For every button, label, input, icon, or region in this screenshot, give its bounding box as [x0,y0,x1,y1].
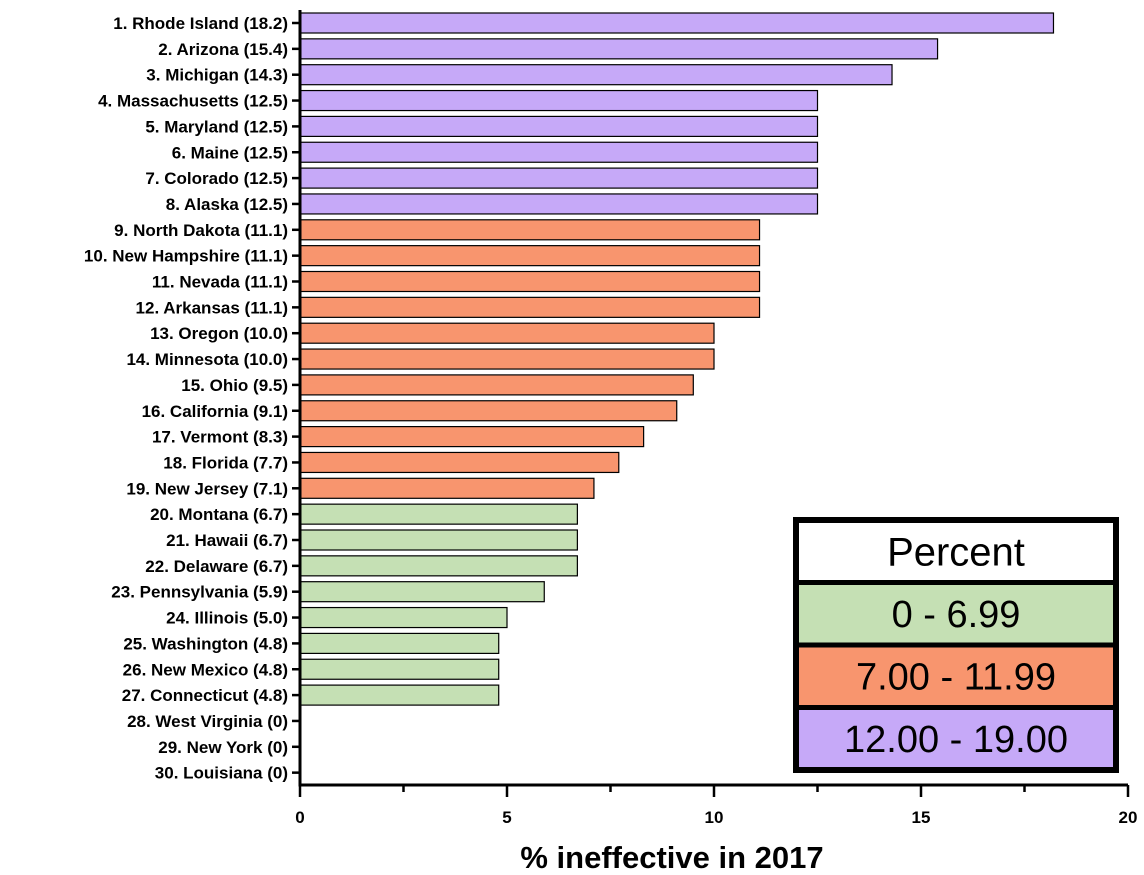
legend-swatch [793,580,1119,648]
bar [299,12,1055,34]
category-label: 25. Washington (4.8) [123,634,288,653]
bar [299,426,645,448]
bar [299,451,620,474]
category-label: 18. Florida (7.7) [163,453,288,472]
legend-title: Percent [887,530,1025,574]
legend-entry-label: 12.00 - 19.00 [844,719,1068,761]
x-tick-label: 15 [912,808,931,827]
legend-border [793,517,1119,773]
category-label: 23. Pennsylvania (5.9) [111,583,288,602]
category-label: 5. Maryland (12.5) [145,117,288,136]
bar [299,477,595,499]
bar [299,503,578,525]
category-label: 7. Colorado (12.5) [145,169,288,188]
category-label: 3. Michigan (14.3) [146,66,288,85]
bar [299,632,500,655]
bar [299,555,578,577]
category-label: 19. New Jersey (7.1) [126,479,288,498]
category-label: 15. Ohio (9.5) [181,376,288,395]
bar [299,245,761,267]
category-label: 13. Oregon (10.0) [150,324,288,343]
category-labels: 1. Rhode Island (18.2) 2. Arizona (15.4) 3… [84,14,288,783]
bar [299,684,500,706]
bar [299,141,819,163]
category-label: 29. New York (0) [158,738,288,757]
bar [299,167,819,189]
category-label: 20. Montana (6.7) [150,505,288,524]
bar [299,400,678,422]
category-label: 14. Minnesota (10.0) [126,350,288,369]
category-label: 9. North Dakota (11.1) [114,221,288,240]
x-axis-title: % ineffective in 2017 [520,840,823,875]
category-label: 26. New Mexico (4.8) [123,660,288,679]
bar [299,322,715,344]
legend: Percent 0 - 6.99 7.00 - 11.99 12.00 - 19.00 [793,517,1119,773]
x-tick-label: 10 [705,808,724,827]
bar [299,193,819,215]
category-label: 30. Louisiana (0) [155,764,288,783]
category-label: 4. Massachusetts (12.5) [98,92,288,111]
category-label: 27. Connecticut (4.8) [122,686,288,705]
bar [299,348,715,370]
category-label: 24. Illinois (5.0) [166,609,288,628]
category-label: 10. New Hampshire (11.1) [84,247,288,266]
bar [299,89,819,112]
bar [299,658,500,680]
bar [299,374,694,396]
category-label: 22. Delaware (6.7) [145,557,288,576]
bar [299,606,508,629]
bar [299,64,893,86]
axes: 0 5 10 15 20 [292,10,1137,827]
category-label: 17. Vermont (8.3) [152,428,288,447]
category-label: 12. Arkansas (11.1) [136,298,288,317]
category-label: 6. Maine (12.5) [172,143,288,162]
bar [299,529,578,551]
bar [299,270,761,293]
legend-entry-label: 7.00 - 11.99 [856,656,1056,698]
x-tick-label: 5 [502,808,511,827]
bar [299,219,761,241]
bar [299,296,761,318]
category-label: 11. Nevada (11.1) [152,273,288,292]
legend-entry-label: 0 - 6.99 [892,594,1021,636]
category-label: 1. Rhode Island (18.2) [113,14,288,33]
category-label: 28. West Virginia (0) [127,712,288,731]
category-label: 16. California (9.1) [142,402,288,421]
x-tick-label: 20 [1119,808,1138,827]
bar [299,38,939,60]
x-tick-label: 0 [295,808,304,827]
category-label: 21. Hawaii (6.7) [166,531,288,550]
category-label: 8. Alaska (12.5) [166,195,288,214]
category-label: 2. Arizona (15.4) [158,40,288,59]
bar [299,581,545,603]
bar [299,115,819,138]
